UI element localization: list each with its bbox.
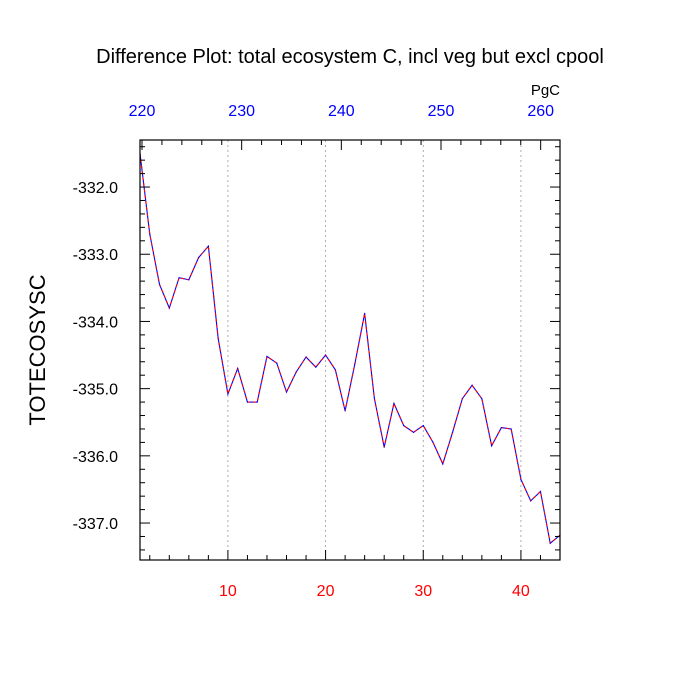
y-tick-label: -337.0 [73,516,118,533]
data-point [266,355,268,357]
data-point [412,431,415,433]
data-point [481,398,483,400]
data-point [217,337,219,339]
data-point [461,398,463,400]
series-layer [139,152,561,545]
data-point [158,283,161,286]
data-point [373,398,376,400]
y-axis-label: TOTECOSYSC [25,274,50,425]
data-point [422,425,424,427]
top-tick-label: 220 [129,103,156,120]
units-label: PgC [531,82,560,99]
chart-title: Difference Plot: total ecosystem C, incl… [96,46,604,68]
data-point [491,445,493,447]
data-point [403,425,405,427]
top-tick-label: 240 [328,103,355,120]
series-line [139,153,561,545]
data-point [364,312,366,314]
data-point [149,233,151,235]
axes: 10 20 30 40 220 230 240 250 260 -332.0 -333.0 -334.… [73,103,561,600]
data-point [451,431,454,433]
data-point [334,369,336,371]
data-point [539,490,542,493]
data-point [471,384,473,386]
data-point [168,307,170,309]
top-tick-label: 230 [228,103,255,120]
data-point [256,401,258,403]
plot-frame [139,139,561,561]
y-tick-label: -334.0 [73,314,118,331]
data-point [276,362,278,364]
data-point [246,401,249,403]
data-point [549,542,551,544]
data-point [432,441,434,443]
x-tick-label: 40 [512,583,530,600]
y-tick-label: -333.0 [73,247,118,264]
series-line-dashed [139,153,561,545]
data-point [344,410,346,412]
y-tick-label: -335.0 [73,382,118,399]
grid-lines [227,140,522,560]
data-point [207,245,209,247]
data-point [285,391,288,393]
data-point [188,279,190,281]
data-point [198,257,200,259]
data-point [530,500,532,502]
x-tick-label: 10 [219,583,237,600]
y-tick-label: -336.0 [73,449,118,466]
x-tick-label: 30 [414,583,432,600]
data-point [315,366,317,368]
data-point [305,356,307,358]
data-point [393,402,395,405]
data-point [354,363,356,365]
data-point [442,463,444,465]
data-point [510,428,512,430]
data-point [520,478,522,480]
x-tick-label: 20 [317,583,335,600]
data-point [383,446,385,448]
data-point [324,354,327,356]
data-point [295,371,297,373]
y-tick-label: -332.0 [73,180,118,197]
data-point [237,367,239,370]
data-point [500,427,502,429]
data-point [227,393,229,395]
top-tick-label: 260 [527,103,554,120]
top-tick-label: 250 [428,103,455,120]
data-point [178,277,180,279]
